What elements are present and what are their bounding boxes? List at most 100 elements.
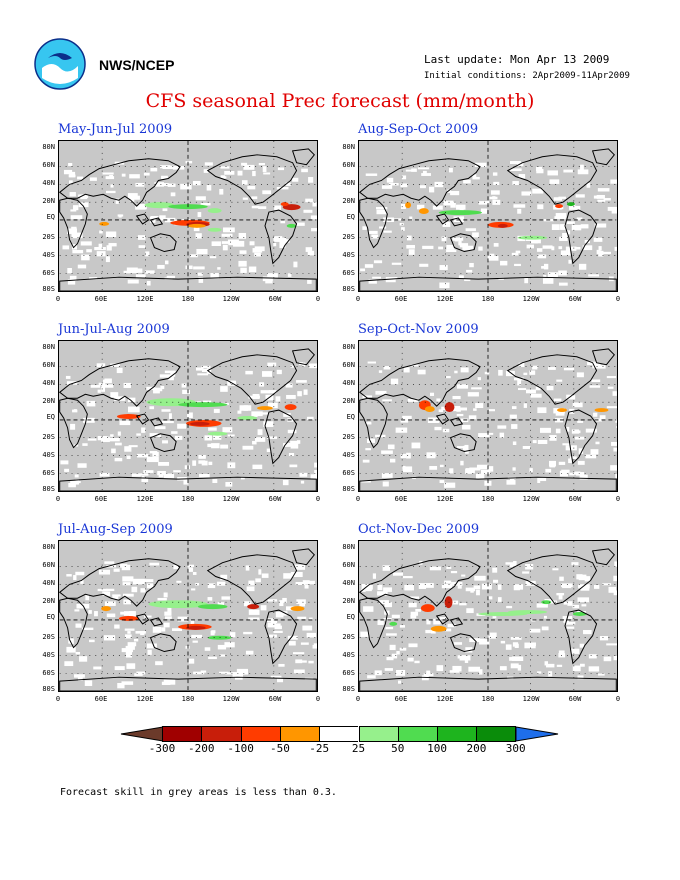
lon-label: 0 xyxy=(615,495,621,503)
lat-label: 60N xyxy=(42,361,55,369)
lat-label: 40S xyxy=(42,451,55,459)
lon-label: 180 xyxy=(181,695,195,703)
lat-label: 20N xyxy=(342,197,355,205)
lon-label: 60E xyxy=(94,495,108,503)
colorbar-label: 200 xyxy=(466,742,487,755)
lon-label: 180 xyxy=(481,495,495,503)
lat-label: 60S xyxy=(42,469,55,477)
page-title: CFS seasonal Prec forecast (mm/month) xyxy=(145,90,535,112)
colorbar-label: -50 xyxy=(269,742,290,755)
lat-label: 20N xyxy=(342,597,355,605)
colorbar-swatch xyxy=(162,726,202,742)
panel-title-mjj: May-Jun-Jul 2009 xyxy=(58,122,173,137)
lat-label: 80N xyxy=(42,343,55,351)
lon-label: 60E xyxy=(94,295,108,303)
lat-label: 40N xyxy=(42,579,55,587)
colorbar-high-arrow xyxy=(516,726,559,742)
lat-label: 60N xyxy=(42,161,55,169)
lat-label: 60S xyxy=(342,269,355,277)
lon-label: 180 xyxy=(481,695,495,703)
lon-label: 120W xyxy=(222,495,240,503)
lon-label: 120E xyxy=(136,695,154,703)
lon-label: 0 xyxy=(55,495,61,503)
lat-label: 80S xyxy=(342,685,355,693)
lon-label: 180 xyxy=(181,295,195,303)
lat-label: EQ xyxy=(46,613,55,621)
footnote: Forecast skill in grey areas is less tha… xyxy=(60,787,337,798)
lon-label: 60E xyxy=(394,295,408,303)
lat-label: 20N xyxy=(342,397,355,405)
lat-label: EQ xyxy=(46,413,55,421)
forecast-map-aso xyxy=(358,140,618,292)
lat-label: 80N xyxy=(342,543,355,551)
panel-title-aso: Aug-Sep-Oct 2009 xyxy=(358,122,479,137)
lon-label: 120W xyxy=(522,695,540,703)
lon-label: 60W xyxy=(568,695,582,703)
panel-title-jja: Jun-Jul-Aug 2009 xyxy=(58,322,170,337)
initial-conditions-text: Initial conditions: 2Apr2009-11Apr2009 xyxy=(424,71,630,81)
lat-label: EQ xyxy=(46,213,55,221)
lat-label: 60N xyxy=(342,561,355,569)
lon-label: 120W xyxy=(222,295,240,303)
lon-label: 60W xyxy=(268,495,282,503)
lat-label: 80N xyxy=(42,143,55,151)
lat-label: 60N xyxy=(342,161,355,169)
colorbar-swatch xyxy=(476,726,516,742)
lon-label: 60W xyxy=(568,295,582,303)
lat-label: 80S xyxy=(42,485,55,493)
lon-label: 60W xyxy=(268,295,282,303)
colorbar-swatch xyxy=(437,726,477,742)
colorbar-swatch xyxy=(279,726,320,742)
lat-label: EQ xyxy=(346,413,355,421)
lon-label: 0 xyxy=(355,695,361,703)
colorbar-label: -200 xyxy=(188,742,215,755)
lon-label: 0 xyxy=(355,495,361,503)
lat-label: 40N xyxy=(42,179,55,187)
lon-label: 120W xyxy=(522,295,540,303)
lat-label: 20S xyxy=(342,433,355,441)
lon-label: 180 xyxy=(481,295,495,303)
lat-label: 60S xyxy=(42,269,55,277)
colorbar-label: -100 xyxy=(227,742,254,755)
colorbar-swatch xyxy=(397,726,438,742)
colorbar-label: -25 xyxy=(309,742,330,755)
lat-label: 60S xyxy=(42,669,55,677)
lat-label: 40S xyxy=(342,251,355,259)
colorbar-label: -300 xyxy=(148,742,176,755)
forecast-map-mjj xyxy=(58,140,318,292)
colorbar-label: 100 xyxy=(427,742,448,755)
lat-label: 80S xyxy=(42,285,55,293)
lon-label: 60W xyxy=(568,495,582,503)
forecast-map-jja xyxy=(58,340,318,492)
panel-title-jas: Jul-Aug-Sep 2009 xyxy=(58,522,173,537)
lon-label: 0 xyxy=(615,295,621,303)
lat-label: 80N xyxy=(342,343,355,351)
lat-label: 80S xyxy=(42,685,55,693)
lat-label: 40N xyxy=(342,379,355,387)
colorbar-swatch xyxy=(240,726,280,742)
lon-label: 0 xyxy=(615,695,621,703)
noaa-logo-icon xyxy=(34,38,86,90)
colorbar-swatch xyxy=(358,726,398,742)
lat-label: 40S xyxy=(342,651,355,659)
lat-label: 20S xyxy=(42,633,55,641)
forecast-map-jas xyxy=(58,540,318,692)
forecast-map-son xyxy=(358,340,618,492)
lon-label: 0 xyxy=(315,495,321,503)
colorbar-label: 25 xyxy=(351,742,366,755)
lon-label: 0 xyxy=(355,295,361,303)
lon-label: 180 xyxy=(181,495,195,503)
colorbar-swatch xyxy=(319,726,359,742)
lon-label: 120E xyxy=(436,295,454,303)
lat-label: 40N xyxy=(42,379,55,387)
colorbar-swatch xyxy=(201,726,241,742)
lon-label: 0 xyxy=(55,295,61,303)
lon-label: 60E xyxy=(394,695,408,703)
panel-title-son: Sep-Oct-Nov 2009 xyxy=(358,322,479,337)
lat-label: EQ xyxy=(346,213,355,221)
lat-label: 20S xyxy=(42,433,55,441)
lon-label: 120E xyxy=(136,295,154,303)
lat-label: 20S xyxy=(42,233,55,241)
lat-label: 40S xyxy=(42,651,55,659)
